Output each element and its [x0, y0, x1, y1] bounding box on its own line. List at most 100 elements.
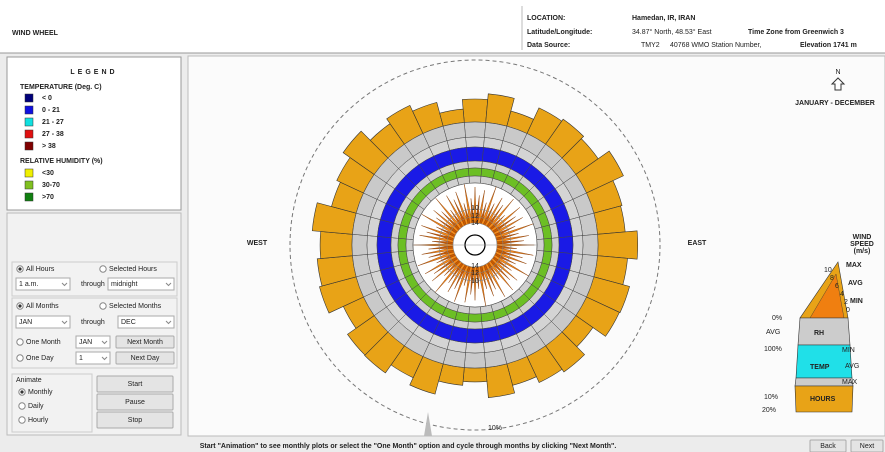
dropdown-arrow	[61, 320, 68, 325]
station: 40768 WMO Station Number,	[670, 42, 761, 49]
legend-label: <30	[42, 170, 54, 177]
key-avg: AVG	[848, 280, 863, 287]
key-rh-label: RH	[814, 330, 824, 337]
ring-cell	[468, 167, 482, 177]
key-label: 100%	[764, 346, 782, 353]
legend-label: 27 - 38	[42, 131, 64, 138]
speed-ring-label: 14	[471, 220, 479, 227]
radio-label: All Months	[26, 303, 59, 310]
control-group	[11, 373, 93, 433]
ring-cell	[465, 136, 485, 148]
radio-label: Daily	[28, 403, 44, 410]
dropdown[interactable]	[107, 277, 175, 291]
key-title: (m/s)	[854, 248, 871, 255]
dropdown-value: DEC	[121, 319, 136, 326]
source: TMY2	[641, 42, 660, 49]
ring-cell	[464, 352, 486, 369]
radio-dot	[20, 390, 24, 394]
dropdown[interactable]	[15, 315, 71, 329]
key-temp-label: TEMP	[810, 364, 830, 371]
dropdown[interactable]	[75, 335, 111, 349]
east-label: EAST	[688, 240, 707, 247]
legend-swatch	[24, 141, 34, 151]
button[interactable]	[115, 351, 175, 365]
key-hours-label: HOURS	[810, 396, 836, 403]
radio-button[interactable]	[18, 416, 26, 424]
button-label: Next	[860, 443, 874, 450]
ring-cell	[536, 238, 545, 252]
key-speed-label: 2	[844, 299, 848, 306]
control-group	[11, 261, 178, 297]
ring-cell	[397, 238, 407, 252]
radio-label: All Hours	[26, 266, 55, 273]
ring-cell	[366, 235, 378, 255]
source-label: Data Source:	[527, 42, 570, 49]
dropdown-value: JAN	[79, 339, 92, 346]
speed-ring-label: 12	[471, 270, 479, 277]
radio-label: Selected Months	[109, 303, 162, 310]
ring-label: 10%	[488, 425, 502, 432]
speed-ring-label: 12	[471, 213, 479, 220]
north-label: N	[835, 69, 840, 76]
button[interactable]	[96, 393, 174, 411]
radio-button[interactable]	[16, 354, 24, 362]
legend-swatch	[24, 93, 34, 103]
button[interactable]	[96, 375, 174, 393]
animate-label: Animate	[16, 377, 42, 384]
radio-button[interactable]	[18, 402, 26, 410]
ring-cell	[543, 238, 553, 252]
ring-cell	[572, 235, 584, 255]
ring-cell	[376, 236, 392, 254]
dropdown-arrow	[101, 340, 108, 345]
button-label: Back	[820, 443, 836, 450]
dropdown-arrow	[61, 282, 68, 287]
button[interactable]	[809, 439, 847, 452]
dropdown[interactable]	[75, 351, 111, 365]
radio-button[interactable]	[99, 265, 107, 273]
button-label: Pause	[125, 399, 145, 406]
legend-label: < 0	[42, 95, 52, 102]
legend-swatch	[24, 105, 34, 115]
radio-button[interactable]	[16, 338, 24, 346]
button[interactable]	[850, 439, 884, 452]
button[interactable]	[115, 335, 175, 349]
ring-cell	[468, 175, 482, 184]
radio-dot	[18, 304, 22, 308]
button[interactable]	[96, 411, 174, 429]
legend-label: 0 - 21	[42, 107, 60, 114]
dropdown-value: 1	[79, 355, 83, 362]
key-min: MIN	[850, 298, 863, 305]
location: Hamedan, IR, IRAN	[632, 15, 695, 22]
button-label: Start	[128, 381, 143, 388]
legend-swatch	[24, 168, 34, 178]
key-hours	[794, 385, 854, 413]
dropdown[interactable]	[15, 277, 71, 291]
key-speed-label: 8	[830, 275, 834, 282]
radio-label: Hourly	[28, 417, 49, 424]
legend-box	[6, 56, 182, 211]
radio-button[interactable]	[99, 302, 107, 310]
key-label: MAX	[842, 379, 858, 386]
humidity-title: RELATIVE HUMIDITY (%)	[20, 158, 103, 165]
button-label: Next Day	[131, 355, 160, 362]
dropdown[interactable]	[117, 315, 175, 329]
legend-label: 30-70	[42, 182, 60, 189]
page-title: WIND WHEEL	[12, 30, 59, 37]
key-label: 20%	[762, 407, 776, 414]
ring-cell	[466, 328, 484, 344]
key-title: SPEED	[850, 241, 874, 248]
ring-cell	[582, 234, 599, 256]
control-group	[11, 297, 178, 369]
ring-cell	[468, 313, 482, 323]
location-label: LOCATION:	[527, 15, 565, 22]
legend-swatch	[24, 129, 34, 139]
key-label: 0%	[772, 315, 782, 322]
ring-cell	[351, 234, 368, 256]
legend-label: >70	[42, 194, 54, 201]
key-speed-label: 4	[840, 291, 844, 298]
dropdown-arrow	[101, 356, 108, 361]
hours-bar	[319, 231, 353, 259]
dropdown-value: 1 a.m.	[19, 281, 39, 288]
period-label: JANUARY - DECEMBER	[795, 100, 875, 107]
